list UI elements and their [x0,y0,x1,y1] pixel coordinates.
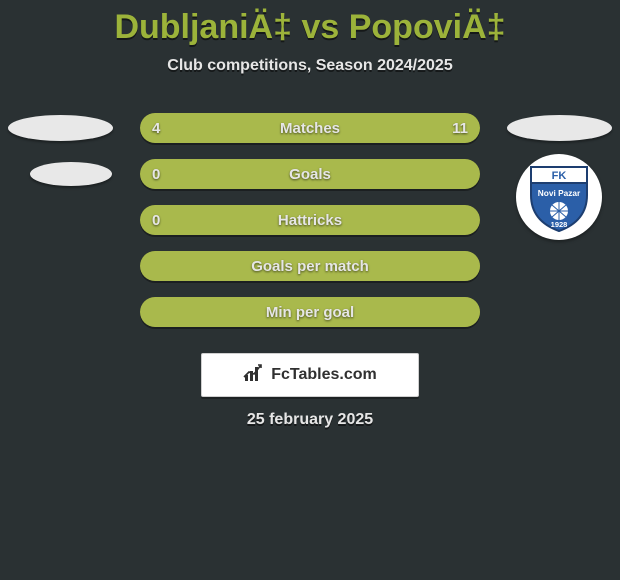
stat-row-gpm: Goals per match [0,243,620,289]
team-avatar-left [30,162,112,186]
player-avatar-left [8,115,113,141]
page-subtitle: Club competitions, Season 2024/2025 [0,57,620,75]
value-left: 0 [152,159,160,189]
avatar-placeholder-icon [8,115,113,141]
stat-row-goals: 0 Goals FK Novi Pazar 1928 [0,151,620,197]
comparison-infographic: DubljaniÄ‡ vs PopoviÄ‡ Club competitions… [0,0,620,580]
avatar-placeholder-icon [507,115,612,141]
bar-hattricks: 0 Hattricks [140,205,480,235]
bar-fill-left [140,251,480,281]
value-left: 0 [152,205,160,235]
bar-fill-right [157,159,480,189]
stat-row-matches: 4 11 Matches [0,105,620,151]
bar-matches: 4 11 Matches [140,113,480,143]
player-avatar-right [507,115,612,141]
bar-fill-right [231,113,480,143]
date-text: 25 february 2025 [0,411,620,429]
chart-icon [243,363,265,388]
value-right: 11 [452,113,468,143]
avatar-placeholder-icon [30,162,112,186]
stat-rows: 4 11 Matches 0 Goals [0,105,620,335]
attribution-box: FcTables.com [201,353,419,397]
attribution-text: FcTables.com [271,366,377,384]
bar-fill-right [157,205,480,235]
bar-mpg: Min per goal [140,297,480,327]
page-title: DubljaniÄ‡ vs PopoviÄ‡ [0,0,620,47]
bar-goals: 0 Goals [140,159,480,189]
value-left: 4 [152,113,160,143]
bar-fill-left [140,297,480,327]
bar-gpm: Goals per match [140,251,480,281]
badge-top-text: FK [552,170,567,182]
stat-row-mpg: Min per goal [0,289,620,335]
stat-row-hattricks: 0 Hattricks [0,197,620,243]
